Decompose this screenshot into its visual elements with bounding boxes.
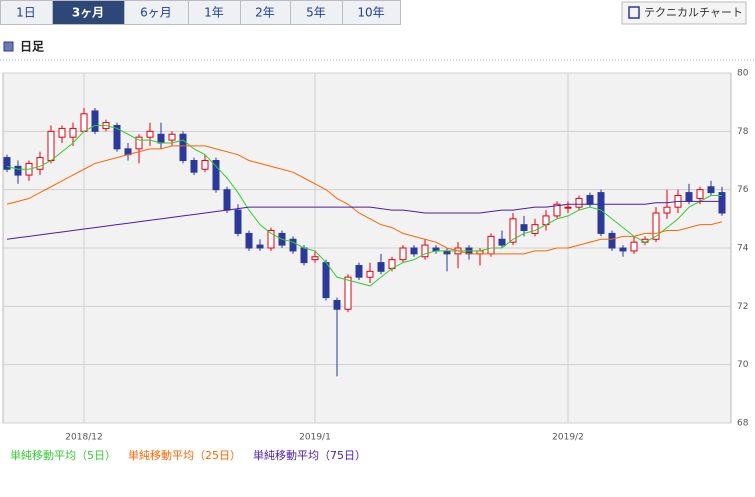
candle-body (201, 160, 209, 170)
candle-body (399, 247, 407, 261)
candle-body (608, 232, 616, 249)
candle-body (300, 247, 308, 264)
candle-body (223, 189, 231, 211)
legend-label: 単純移動平均（75日） (253, 448, 366, 462)
candle-body (14, 165, 22, 176)
candle-body (652, 212, 660, 240)
candle-body (58, 127, 66, 138)
candle-body (377, 262, 385, 272)
candle-body (212, 160, 220, 191)
candle-body (80, 113, 88, 132)
candle-body (564, 206, 572, 209)
candle-body (47, 130, 55, 161)
moving-average-line (6, 200, 722, 240)
tab-label[interactable]: 3ヶ月 (72, 6, 104, 20)
candle-body (663, 206, 671, 214)
tab[interactable] (240, 0, 291, 25)
candle-body (575, 197, 583, 208)
y-tick-label: 74 (737, 244, 749, 254)
tab[interactable] (188, 0, 241, 25)
y-tick-label: 76 (737, 185, 749, 195)
candle-body (168, 133, 176, 141)
candle-body (696, 189, 704, 199)
button-label[interactable]: テクニカルチャート (644, 6, 743, 19)
x-tick-label: 2019/1 (299, 433, 331, 443)
candle-body (267, 230, 275, 249)
section-icon (3, 41, 14, 52)
candle-body (498, 238, 506, 246)
tab[interactable] (124, 0, 189, 25)
candle-body (553, 203, 561, 217)
candle-body (619, 247, 627, 252)
tab-label[interactable]: 1日 (16, 6, 36, 20)
candle-body (3, 157, 11, 170)
moving-average-line (6, 125, 722, 287)
legend-label: 単純移動平均（5日） (10, 448, 116, 462)
x-tick-label: 2019/2 (552, 433, 584, 443)
tab[interactable] (342, 0, 401, 25)
candle-body (234, 209, 242, 234)
y-tick-label: 72 (737, 302, 748, 312)
y-tick-label: 68 (737, 419, 749, 429)
tab[interactable] (290, 0, 343, 25)
candle-body (36, 157, 44, 170)
technical-button[interactable] (621, 1, 747, 25)
candle-body (179, 133, 187, 161)
candle-body (69, 127, 77, 138)
candle-body (322, 262, 330, 299)
candle-body (366, 270, 374, 278)
legend-label: 単純移動平均（25日） (128, 448, 241, 462)
x-tick-label: 2018/12 (65, 433, 102, 443)
candle-body (520, 224, 528, 232)
button-icon (628, 6, 640, 19)
candle-body (487, 235, 495, 255)
tab-label[interactable]: 5年 (306, 6, 326, 20)
tab-label[interactable]: 6ヶ月 (140, 6, 172, 20)
y-tick-label: 80 (737, 69, 749, 79)
candle-body (509, 218, 517, 243)
candle-body (311, 256, 319, 261)
candle-body (146, 130, 154, 138)
candle-body (190, 160, 198, 173)
tab-label[interactable]: 2年 (255, 6, 275, 20)
candle-body (685, 192, 693, 202)
candle-body (410, 247, 418, 255)
candle-body (157, 133, 165, 144)
tab-label[interactable]: 10年 (357, 6, 384, 20)
section-title: 日足 (20, 40, 44, 54)
candle-body (421, 244, 429, 258)
candle-body (333, 300, 341, 310)
candle-body (344, 276, 352, 310)
y-tick-label: 70 (737, 360, 749, 370)
candle-body (355, 265, 363, 278)
candle-body (245, 232, 253, 249)
candle-body (630, 241, 638, 252)
candle-body (707, 186, 715, 194)
candle-body (135, 136, 143, 150)
candle-body (113, 125, 121, 150)
y-tick-label: 78 (737, 127, 749, 137)
tab[interactable] (0, 0, 53, 25)
candle-body (289, 238, 297, 252)
candle-body (586, 195, 594, 205)
candle-body (718, 192, 726, 214)
moving-average-line (6, 145, 723, 255)
candle-body (91, 110, 99, 132)
tab-label[interactable]: 1年 (204, 6, 224, 20)
candle-body (256, 244, 264, 249)
candle-body (597, 192, 605, 234)
